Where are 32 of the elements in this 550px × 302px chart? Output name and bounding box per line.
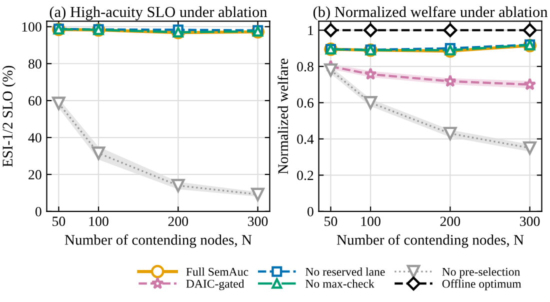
x-tick-label: 200: [440, 216, 460, 226]
x-tick-label: 50: [324, 216, 338, 226]
x-axis-title: Number of contending nodes, N: [64, 234, 252, 248]
y-axis-title: ESI-1/2 SLO (%): [2, 66, 16, 167]
y-tick-label: 20: [28, 170, 42, 180]
legend-label: No max-check: [306, 279, 374, 288]
x-tick-label: 50: [52, 216, 66, 226]
legend-label: No reserved lane: [306, 267, 385, 276]
y-tick-label: 0.8: [297, 62, 314, 72]
x-tick-label: 200: [168, 216, 188, 226]
y-tick-label: 0.6: [297, 98, 314, 108]
y-tick-label: 0: [35, 206, 42, 216]
y-tick-label: 1: [308, 26, 314, 36]
x-tick-label: 100: [89, 216, 108, 226]
x-tick-label: 300: [520, 216, 540, 226]
y-tick-label: 0.2: [297, 170, 314, 180]
y-axis-title: Normalized welfare: [278, 58, 288, 174]
x-axis-title: Number of contending nodes, N: [336, 234, 524, 248]
y-tick-label: 80: [28, 59, 42, 69]
y-tick-label: 40: [28, 133, 42, 142]
chart-title: (b) Normalized welfare under ablation: [313, 6, 548, 20]
y-tick-label: 0.4: [297, 134, 314, 144]
legend-label: Offline optimum: [442, 279, 522, 290]
y-tick-label: 60: [28, 96, 42, 106]
legend-label: No pre-selection: [442, 267, 520, 278]
legend-label: Full SemAuc: [186, 267, 248, 276]
legend-label: DAIC-gated: [186, 279, 244, 290]
y-tick-label: 0: [308, 206, 314, 216]
y-tick-label: 100: [22, 22, 42, 32]
x-tick-label: 100: [361, 216, 380, 226]
x-tick-label: 300: [248, 216, 268, 226]
chart-title: (a) High-acuity SLO under ablation: [50, 6, 268, 20]
